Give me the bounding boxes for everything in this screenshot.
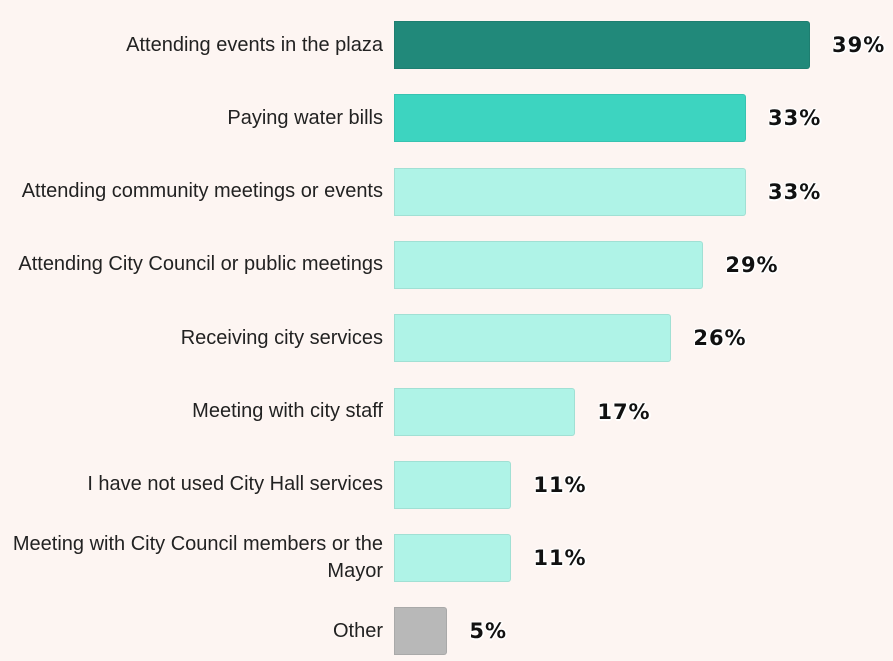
value-label: 11%	[533, 472, 587, 497]
value-label: 39%	[832, 33, 886, 57]
value-label: 17%	[597, 399, 651, 424]
bar	[394, 607, 448, 656]
category-label: Paying water bills	[227, 106, 383, 129]
category-label: I have not used City Hall services	[87, 473, 383, 496]
category-label: Attending events in the plaza	[126, 33, 383, 56]
bar	[394, 21, 810, 69]
value-label: 5%	[469, 619, 507, 644]
bar	[394, 534, 512, 583]
bar	[394, 94, 746, 143]
category-label: Other	[332, 619, 383, 642]
bar	[394, 240, 704, 289]
category-label: Meeting with city staff	[192, 400, 383, 422]
value-label: 33%	[768, 106, 822, 131]
bar	[394, 314, 672, 363]
bar	[394, 167, 746, 216]
value-label: 33%	[768, 179, 822, 204]
category-label: Receiving city services	[180, 326, 383, 349]
value-label: 26%	[693, 326, 747, 351]
bar	[394, 460, 512, 509]
category-label: Meeting with City Council members or the…	[12, 533, 383, 583]
bar	[394, 387, 576, 436]
value-label: 29%	[725, 252, 779, 277]
value-label: 11%	[533, 546, 587, 571]
category-label: Attending City Council or public meeting…	[18, 253, 383, 276]
category-label: Attending community meetings or events	[21, 180, 383, 203]
